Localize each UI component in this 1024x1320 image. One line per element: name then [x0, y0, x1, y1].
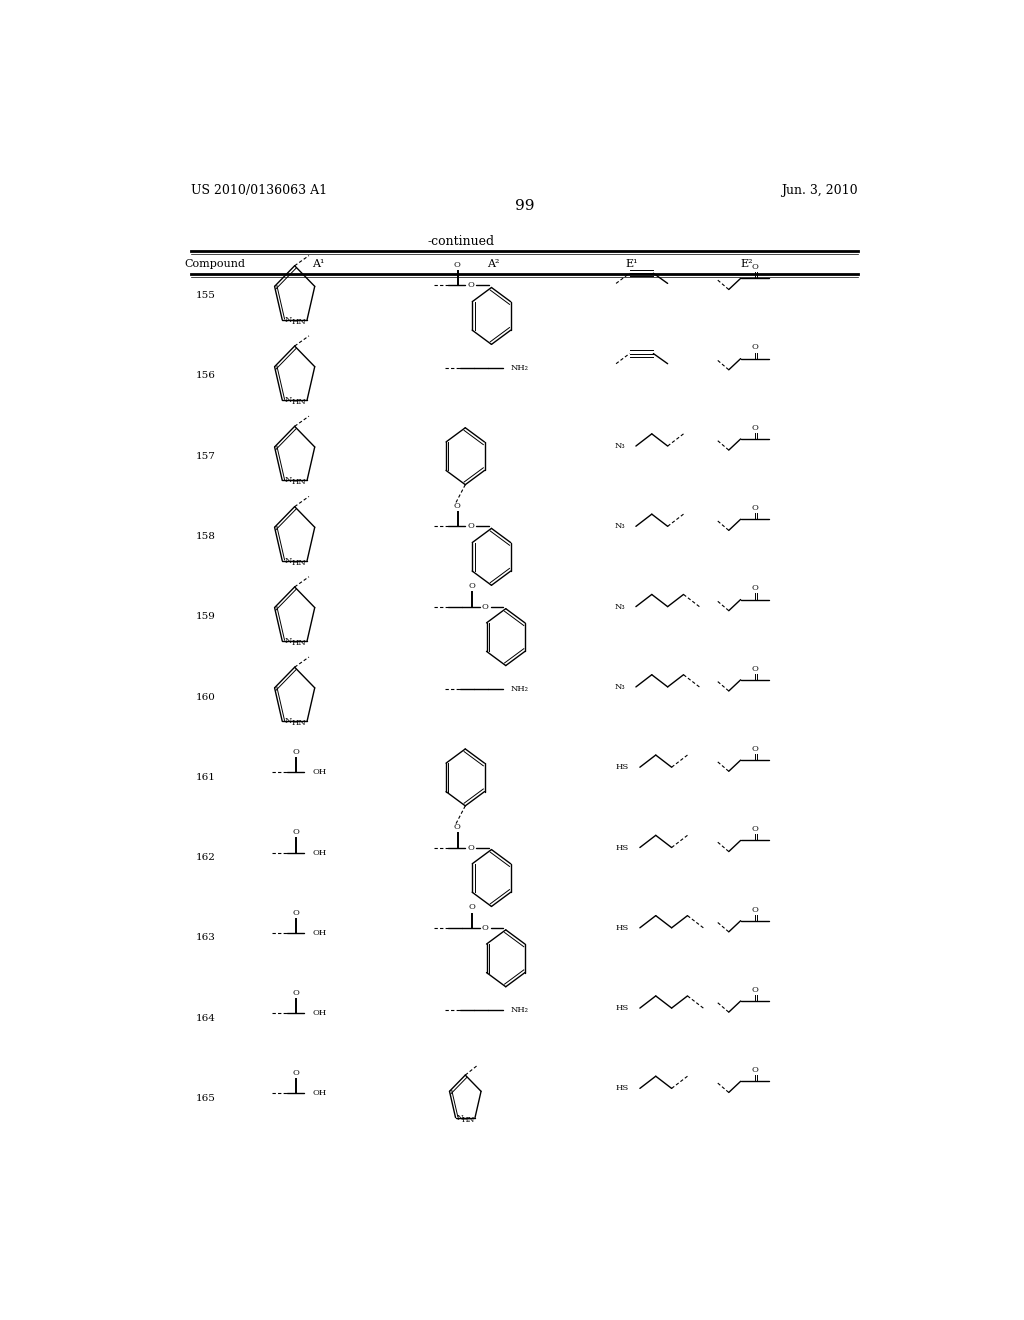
Text: N₃: N₃	[615, 442, 626, 450]
Text: HN: HN	[292, 639, 306, 647]
Text: O: O	[454, 824, 461, 832]
Text: 156: 156	[196, 371, 215, 380]
Text: Jun. 3, 2010: Jun. 3, 2010	[781, 185, 858, 198]
Text: O: O	[467, 843, 474, 851]
Text: O: O	[752, 1067, 759, 1074]
Text: E¹: E¹	[626, 259, 638, 269]
Text: O: O	[752, 665, 759, 673]
Text: N: N	[457, 1114, 464, 1122]
Text: HN: HN	[292, 399, 306, 407]
Text: 163: 163	[196, 933, 215, 942]
Text: 158: 158	[196, 532, 215, 541]
Text: N: N	[284, 477, 292, 484]
Text: O: O	[292, 989, 299, 997]
Text: N₃: N₃	[615, 682, 626, 690]
Text: O: O	[292, 748, 299, 756]
Text: HN: HN	[292, 318, 306, 326]
Text: O: O	[292, 828, 299, 837]
Text: N: N	[284, 396, 292, 404]
Text: O: O	[454, 502, 461, 510]
Text: 157: 157	[196, 451, 215, 461]
Text: HS: HS	[615, 763, 629, 771]
Text: O: O	[752, 986, 759, 994]
Text: O: O	[752, 424, 759, 432]
Text: O: O	[467, 281, 474, 289]
Text: Compound: Compound	[184, 259, 246, 269]
Text: 159: 159	[196, 612, 215, 622]
Text: O: O	[752, 585, 759, 593]
Text: E²: E²	[740, 259, 754, 269]
Text: O: O	[752, 906, 759, 913]
Text: HN: HN	[292, 558, 306, 566]
Text: O: O	[752, 263, 759, 271]
Text: O: O	[468, 903, 475, 912]
Text: HN: HN	[461, 1115, 474, 1123]
Text: 164: 164	[196, 1014, 215, 1023]
Text: N: N	[284, 638, 292, 645]
Text: N₃: N₃	[615, 523, 626, 531]
Text: O: O	[481, 603, 488, 611]
Text: O: O	[481, 924, 488, 932]
Text: A²: A²	[486, 259, 500, 269]
Text: OH: OH	[312, 768, 327, 776]
Text: 160: 160	[196, 693, 215, 702]
Text: HS: HS	[615, 924, 629, 932]
Text: OH: OH	[312, 929, 327, 937]
Text: NH₂: NH₂	[511, 685, 528, 693]
Text: 161: 161	[196, 774, 215, 781]
Text: O: O	[752, 744, 759, 752]
Text: O: O	[468, 582, 475, 590]
Text: 155: 155	[196, 292, 215, 300]
Text: O: O	[752, 825, 759, 833]
Text: -continued: -continued	[428, 235, 495, 248]
Text: HS: HS	[615, 1005, 629, 1012]
Text: O: O	[292, 908, 299, 916]
Text: OH: OH	[312, 1089, 327, 1097]
Text: O: O	[292, 1069, 299, 1077]
Text: HS: HS	[615, 843, 629, 851]
Text: OH: OH	[312, 849, 327, 857]
Text: 99: 99	[515, 199, 535, 213]
Text: O: O	[454, 261, 461, 269]
Text: O: O	[467, 523, 474, 531]
Text: N₃: N₃	[615, 603, 626, 611]
Text: A¹: A¹	[312, 259, 325, 269]
Text: 162: 162	[196, 853, 215, 862]
Text: NH₂: NH₂	[511, 364, 528, 372]
Text: N: N	[284, 557, 292, 565]
Text: O: O	[752, 504, 759, 512]
Text: NH₂: NH₂	[511, 1006, 528, 1014]
Text: N: N	[284, 315, 292, 323]
Text: 165: 165	[196, 1094, 215, 1104]
Text: OH: OH	[312, 1010, 327, 1018]
Text: O: O	[752, 343, 759, 351]
Text: HS: HS	[615, 1085, 629, 1093]
Text: HN: HN	[292, 478, 306, 486]
Text: N: N	[284, 717, 292, 725]
Text: US 2010/0136063 A1: US 2010/0136063 A1	[191, 185, 328, 198]
Text: HN: HN	[292, 719, 306, 727]
